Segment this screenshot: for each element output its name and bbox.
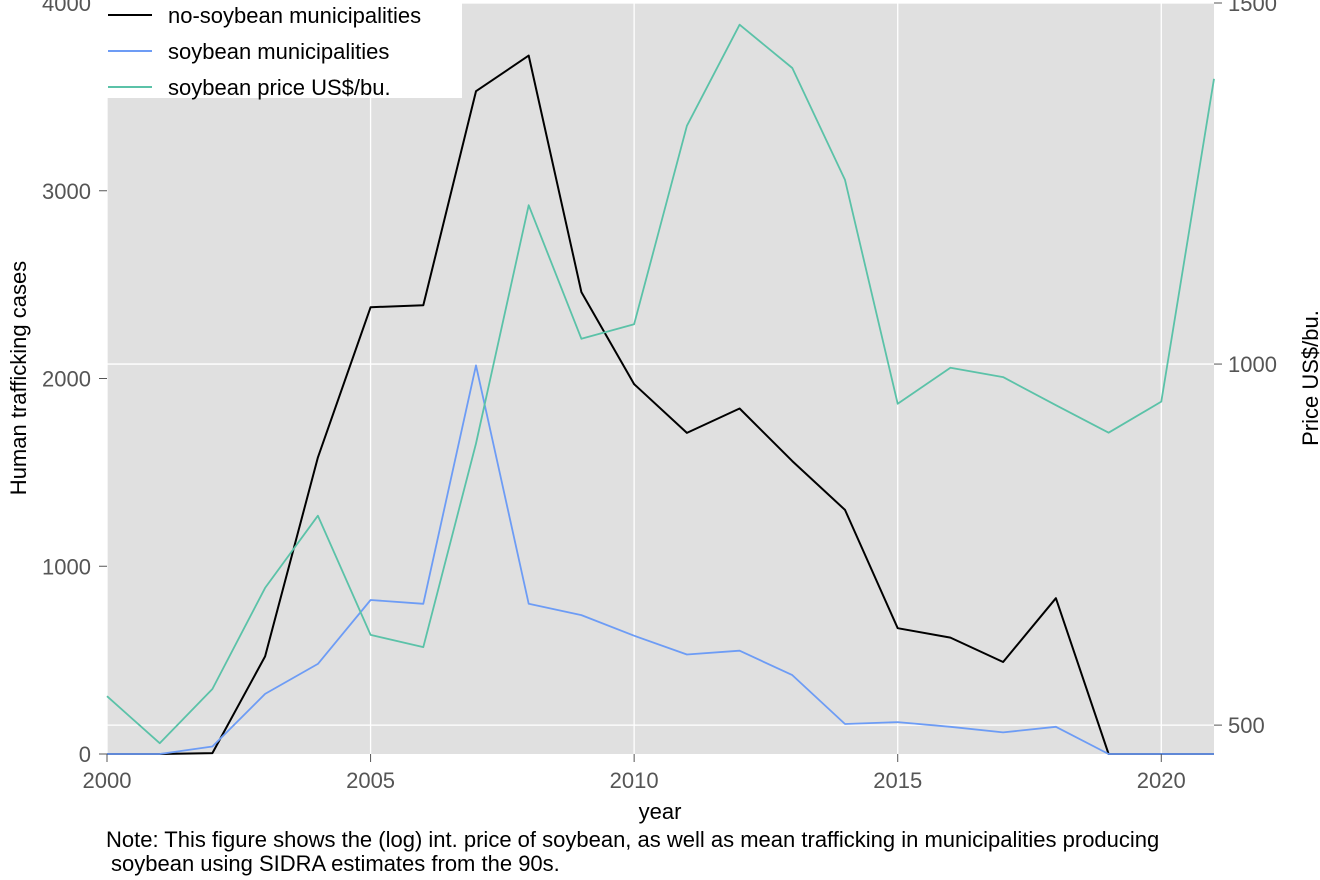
- series-line-2: [107, 364, 1214, 755]
- x-tick-label: 2015: [873, 768, 922, 793]
- x-tick-label: 2020: [1137, 768, 1186, 793]
- y2-axis-title: Price US$/bu.: [1298, 310, 1320, 446]
- x-axis-title: year: [639, 799, 682, 824]
- legend-label: soybean price US$/bu.: [168, 75, 391, 100]
- series-lines: [106, 23, 1215, 755]
- axes: 2000 2005 2010 2015 2020 0 1000 2000 3000 4000 500…: [42, 0, 1277, 793]
- y-tick-label: 3000: [42, 179, 91, 204]
- y-tick-label: 4000: [42, 0, 91, 16]
- x-tick-label: 2000: [83, 768, 132, 793]
- series-line-1: [107, 54, 1214, 755]
- legend: no-soybean municipalities soybean municip…: [96, 0, 462, 100]
- figure-note: Note: This figure shows the (log) int. p…: [106, 828, 1306, 876]
- gridlines: [106, 2, 1214, 754]
- legend-label: no-soybean municipalities: [168, 3, 421, 28]
- y-tick-label: 2000: [42, 367, 91, 392]
- y-axis-title: Human trafficking cases: [6, 261, 31, 495]
- y-tick-label: 0: [79, 742, 91, 767]
- x-tick-label: 2005: [346, 768, 395, 793]
- y2-tick-label: 1500: [1228, 0, 1277, 16]
- series-line-3: [106, 23, 1215, 745]
- x-tick-label: 2010: [610, 768, 659, 793]
- legend-label: soybean municipalities: [168, 39, 389, 64]
- note-line-1: Note: This figure shows the (log) int. p…: [106, 827, 1160, 852]
- legend-box: [96, 0, 462, 98]
- plot-background: [107, 3, 1214, 754]
- y-tick-label: 1000: [42, 554, 91, 579]
- y2-tick-label: 1000: [1228, 352, 1277, 377]
- note-line-2: soybean using SIDRA estimates from the 9…: [111, 851, 560, 876]
- y2-tick-label: 500: [1228, 713, 1265, 738]
